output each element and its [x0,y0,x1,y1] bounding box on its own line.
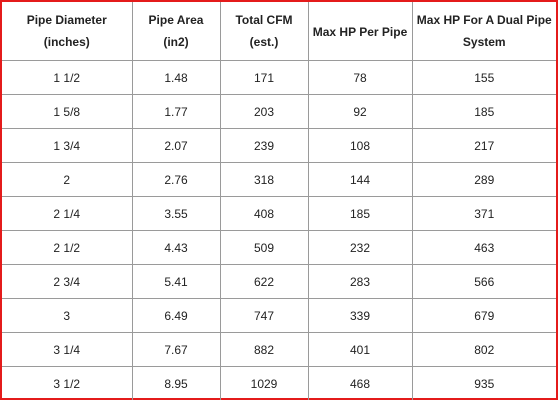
cell-pipe-diameter: 1 5/8 [2,94,133,129]
header-max-hp-per-pipe: Max HP Per Pipe [307,2,413,61]
cell-max-hp-dual: 289 [411,162,556,197]
cell-max-hp-dual: 217 [411,128,556,163]
table-row: 2 1/2 4.43 509 232 463 [2,230,556,265]
header-max-hp-dual-pipe: Max HP For A Dual Pipe System [411,2,556,61]
header-line: Max HP For A Dual Pipe [416,13,552,27]
cell-total-cfm: 747 [219,298,309,333]
cell-pipe-diameter: 3 [2,298,133,333]
cell-total-cfm: 509 [219,230,309,265]
cell-max-hp-per-pipe: 144 [307,162,413,197]
cell-pipe-area: 3.55 [131,196,221,231]
cell-max-hp-dual: 566 [411,264,556,299]
cell-pipe-area: 5.41 [131,264,221,299]
cell-max-hp-dual: 802 [411,332,556,367]
cell-pipe-area: 2.07 [131,128,221,163]
table-row: 3 1/4 7.67 882 401 802 [2,332,556,367]
cell-pipe-diameter: 1 3/4 [2,128,133,163]
header-line: (est.) [249,35,279,49]
cell-max-hp-per-pipe: 283 [307,264,413,299]
cell-max-hp-dual: 679 [411,298,556,333]
cell-total-cfm: 408 [219,196,309,231]
cell-pipe-diameter: 2 3/4 [2,264,133,299]
header-line: (in2) [163,35,189,49]
cell-pipe-area: 6.49 [131,298,221,333]
cell-pipe-area: 1.48 [131,60,221,95]
table-row: 3 1/2 8.95 1029 468 935 [2,366,556,400]
cell-max-hp-per-pipe: 108 [307,128,413,163]
cell-max-hp-per-pipe: 92 [307,94,413,129]
header-pipe-area: Pipe Area (in2) [131,2,221,61]
cell-pipe-diameter: 2 [2,162,133,197]
cell-pipe-area: 8.95 [131,366,221,400]
cell-pipe-area: 1.77 [131,94,221,129]
header-pipe-diameter: Pipe Diameter (inches) [2,2,133,61]
cell-pipe-area: 2.76 [131,162,221,197]
cell-total-cfm: 622 [219,264,309,299]
cell-max-hp-dual: 371 [411,196,556,231]
table-row: 2 1/4 3.55 408 185 371 [2,196,556,231]
header-line: System [462,35,506,49]
table-row: 1 1/2 1.48 171 78 155 [2,60,556,95]
cell-pipe-area: 4.43 [131,230,221,265]
cell-max-hp-per-pipe: 401 [307,332,413,367]
cell-pipe-diameter: 3 1/2 [2,366,133,400]
cell-total-cfm: 882 [219,332,309,367]
table-row: 1 3/4 2.07 239 108 217 [2,128,556,163]
cell-pipe-diameter: 1 1/2 [2,60,133,95]
cell-pipe-diameter: 3 1/4 [2,332,133,367]
header-line: Total CFM [235,13,293,27]
cell-total-cfm: 239 [219,128,309,163]
cell-max-hp-dual: 463 [411,230,556,265]
cell-max-hp-per-pipe: 78 [307,60,413,95]
header-line: Pipe Area [148,13,204,27]
cell-pipe-diameter: 2 1/4 [2,196,133,231]
table-body: 1 1/2 1.48 171 78 155 1 5/8 1.77 203 92 … [2,60,556,400]
cell-max-hp-per-pipe: 339 [307,298,413,333]
cell-total-cfm: 171 [219,60,309,95]
cell-total-cfm: 318 [219,162,309,197]
cell-max-hp-per-pipe: 232 [307,230,413,265]
cell-max-hp-per-pipe: 468 [307,366,413,400]
table-row: 3 6.49 747 339 679 [2,298,556,333]
header-line: Pipe Diameter [26,13,107,27]
cell-max-hp-per-pipe: 185 [307,196,413,231]
cell-max-hp-dual: 185 [411,94,556,129]
header-line: Max HP Per Pipe [312,25,408,39]
cell-max-hp-dual: 935 [411,366,556,400]
header-total-cfm: Total CFM (est.) [219,2,309,61]
cell-pipe-area: 7.67 [131,332,221,367]
table-row: 1 5/8 1.77 203 92 185 [2,94,556,129]
cell-total-cfm: 203 [219,94,309,129]
cell-pipe-diameter: 2 1/2 [2,230,133,265]
table-row: 2 2.76 318 144 289 [2,162,556,197]
header-row: Pipe Diameter (inches) Pipe Area (in2) T… [2,2,556,61]
table-row: 2 3/4 5.41 622 283 566 [2,264,556,299]
cell-max-hp-dual: 155 [411,60,556,95]
cell-total-cfm: 1029 [219,366,309,400]
header-line: (inches) [43,35,90,49]
table-header: Pipe Diameter (inches) Pipe Area (in2) T… [2,2,556,61]
